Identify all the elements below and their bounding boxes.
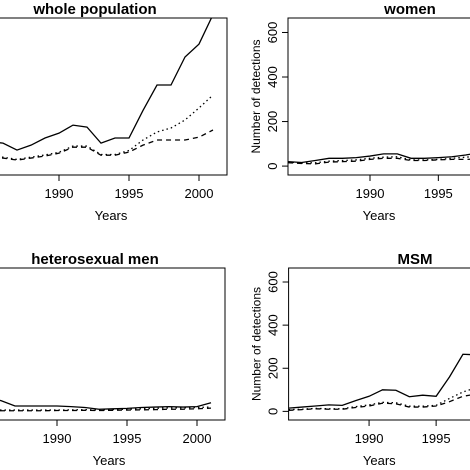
series-line [288, 353, 470, 409]
series-line [0, 406, 212, 411]
x-axis-label: Years [363, 453, 396, 468]
y-axis-label: Number of detections [250, 287, 264, 401]
y-tick-label: 200 [266, 357, 281, 379]
plot-frame [0, 267, 226, 421]
y-tick-label: 600 [265, 22, 280, 44]
plot-frame [287, 17, 470, 176]
series-line [288, 157, 470, 165]
plot-frame [288, 267, 470, 421]
x-tick-label: 1995 [422, 431, 451, 446]
y-tick-label: 400 [265, 66, 280, 88]
series-line [0, 18, 213, 151]
series-line [288, 153, 470, 164]
series-line [0, 399, 212, 410]
series-line [0, 94, 214, 161]
series-line [0, 407, 212, 412]
x-tick-label: 1990 [356, 186, 385, 201]
x-tick-label: 1995 [115, 186, 144, 201]
y-tick-label: 600 [266, 271, 281, 293]
panel: heterosexual men 1990 1995 2000 Years [0, 251, 226, 468]
x-tick-label: 2000 [185, 186, 214, 201]
series-line [288, 394, 470, 411]
x-tick-label: 1995 [424, 186, 453, 201]
panel-title: women [383, 1, 436, 18]
y-tick-label: 0 [265, 162, 280, 169]
y-tick-label: 0 [266, 408, 281, 415]
x-axis-label: Years [93, 453, 126, 468]
y-axis-label: Number of detections [249, 39, 263, 153]
plot-frame [0, 17, 228, 176]
panel-title: whole population [32, 1, 156, 18]
y-tick-label: 400 [266, 314, 281, 336]
x-axis-label: Years [95, 208, 128, 223]
x-tick-label: 1990 [45, 186, 74, 201]
panel-title: MSM [398, 251, 433, 268]
x-axis-label: Years [363, 208, 396, 223]
panel: whole population 1990 1995 2000 Years [0, 1, 228, 223]
x-tick-label: 2000 [183, 431, 212, 446]
y-tick-label: 200 [265, 111, 280, 133]
x-tick-label: 1995 [113, 431, 142, 446]
panel-title: heterosexual men [31, 251, 159, 268]
panel: women199019952000Years0200400600Number o… [249, 1, 470, 223]
x-tick-label: 1990 [355, 431, 384, 446]
series-line [0, 129, 214, 161]
x-tick-label: 1990 [43, 431, 72, 446]
panel: MSM199019952000Years0200400600Number of … [250, 251, 470, 468]
